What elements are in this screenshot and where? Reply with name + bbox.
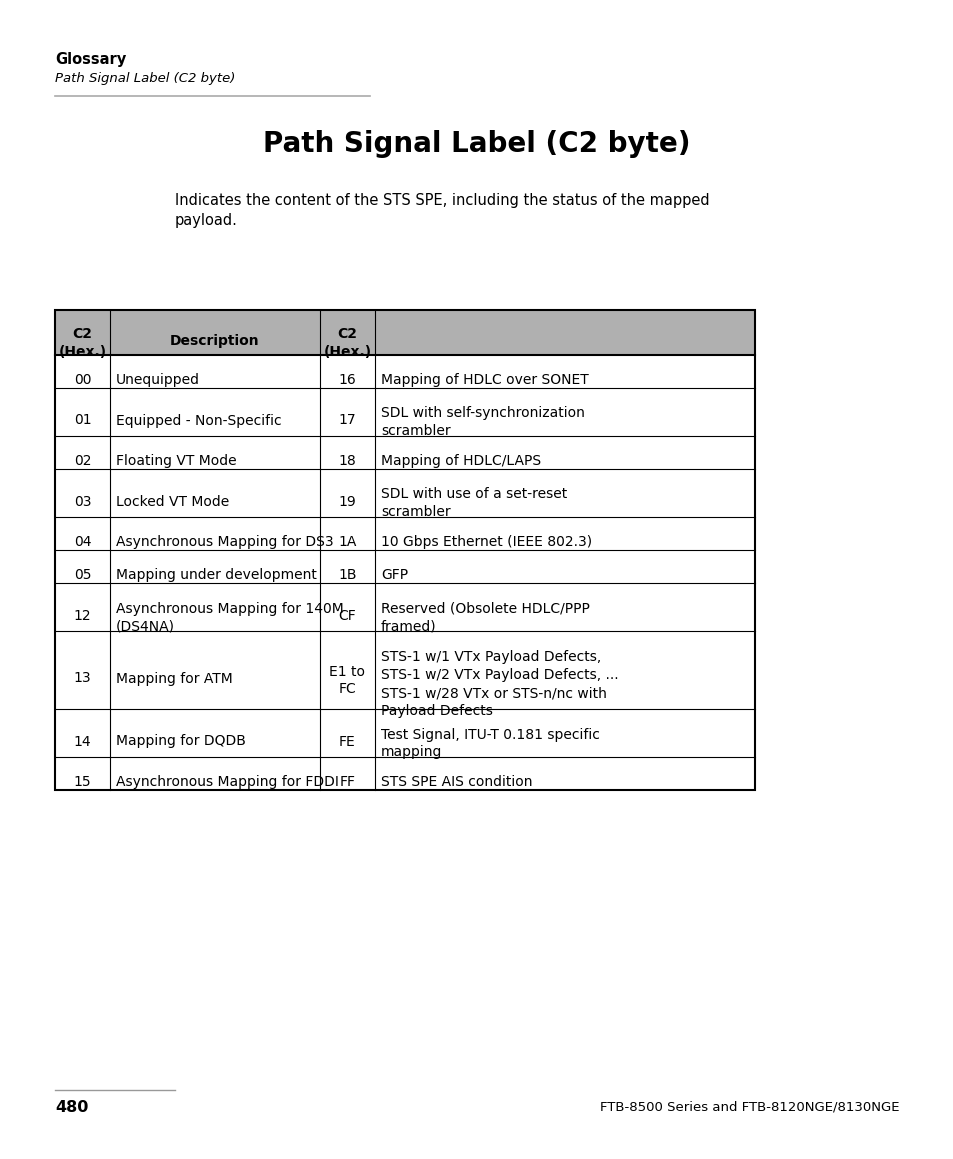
Text: C2
(Hex.): C2 (Hex.) bbox=[323, 327, 371, 359]
Text: 03: 03 bbox=[73, 495, 91, 509]
Text: FE: FE bbox=[338, 735, 355, 749]
Text: 13: 13 bbox=[73, 671, 91, 685]
Text: Mapping of HDLC/LAPS: Mapping of HDLC/LAPS bbox=[380, 454, 540, 468]
Text: 17: 17 bbox=[338, 414, 355, 428]
Text: payload.: payload. bbox=[174, 213, 237, 228]
Text: 04: 04 bbox=[73, 535, 91, 549]
Bar bbox=[55, 309, 754, 790]
Text: 01: 01 bbox=[73, 414, 91, 428]
Text: STS SPE AIS condition: STS SPE AIS condition bbox=[380, 775, 532, 789]
Text: 15: 15 bbox=[73, 775, 91, 789]
Text: Asynchronous Mapping for DS3: Asynchronous Mapping for DS3 bbox=[116, 535, 334, 549]
Text: 10 Gbps Ethernet (IEEE 802.3): 10 Gbps Ethernet (IEEE 802.3) bbox=[380, 535, 592, 549]
Text: STS-1 w/1 VTx Payload Defects,
STS-1 w/2 VTx Payload Defects, ...
STS-1 w/28 VTx: STS-1 w/1 VTx Payload Defects, STS-1 w/2… bbox=[380, 650, 618, 719]
Text: 18: 18 bbox=[338, 454, 356, 468]
Text: 02: 02 bbox=[73, 454, 91, 468]
Text: E1 to
FC: E1 to FC bbox=[329, 664, 365, 697]
Text: Description: Description bbox=[170, 334, 259, 348]
Text: FF: FF bbox=[339, 775, 355, 789]
Text: Locked VT Mode: Locked VT Mode bbox=[116, 495, 229, 509]
Text: 12: 12 bbox=[73, 608, 91, 622]
Text: Path Signal Label (C2 byte): Path Signal Label (C2 byte) bbox=[55, 72, 235, 85]
Text: 16: 16 bbox=[338, 373, 356, 387]
Text: CF: CF bbox=[338, 608, 356, 622]
Text: Glossary: Glossary bbox=[55, 52, 126, 67]
Text: Equipped - Non-Specific: Equipped - Non-Specific bbox=[116, 414, 281, 428]
Text: SDL with self-synchronization
scrambler: SDL with self-synchronization scrambler bbox=[380, 407, 584, 438]
Text: GFP: GFP bbox=[380, 568, 408, 582]
Text: Mapping for DQDB: Mapping for DQDB bbox=[116, 735, 246, 749]
Text: Unequipped: Unequipped bbox=[116, 373, 200, 387]
Text: Floating VT Mode: Floating VT Mode bbox=[116, 454, 236, 468]
Text: Mapping of HDLC over SONET: Mapping of HDLC over SONET bbox=[380, 373, 588, 387]
Text: Test Signal, ITU-T 0.181 specific
mapping: Test Signal, ITU-T 0.181 specific mappin… bbox=[380, 728, 599, 759]
Text: Path Signal Label (C2 byte): Path Signal Label (C2 byte) bbox=[263, 130, 690, 158]
Text: 14: 14 bbox=[73, 735, 91, 749]
Text: FTB-8500 Series and FTB-8120NGE/8130NGE: FTB-8500 Series and FTB-8120NGE/8130NGE bbox=[599, 1100, 899, 1113]
Text: 05: 05 bbox=[73, 568, 91, 582]
Text: 1A: 1A bbox=[338, 535, 356, 549]
Text: Asynchronous Mapping for 140M
(DS4NA): Asynchronous Mapping for 140M (DS4NA) bbox=[116, 602, 343, 633]
Text: C2
(Hex.): C2 (Hex.) bbox=[58, 327, 107, 359]
Text: Asynchronous Mapping for FDDI: Asynchronous Mapping for FDDI bbox=[116, 775, 338, 789]
Text: 1B: 1B bbox=[338, 568, 356, 582]
Text: 19: 19 bbox=[338, 495, 356, 509]
Text: Mapping for ATM: Mapping for ATM bbox=[116, 671, 233, 685]
Bar bbox=[55, 309, 754, 355]
Text: 480: 480 bbox=[55, 1100, 89, 1115]
Text: 00: 00 bbox=[73, 373, 91, 387]
Text: SDL with use of a set-reset
scrambler: SDL with use of a set-reset scrambler bbox=[380, 488, 567, 519]
Text: Mapping under development: Mapping under development bbox=[116, 568, 316, 582]
Text: Reserved (Obsolete HDLC/PPP
framed): Reserved (Obsolete HDLC/PPP framed) bbox=[380, 602, 589, 633]
Text: Indicates the content of the STS SPE, including the status of the mapped: Indicates the content of the STS SPE, in… bbox=[174, 194, 709, 207]
